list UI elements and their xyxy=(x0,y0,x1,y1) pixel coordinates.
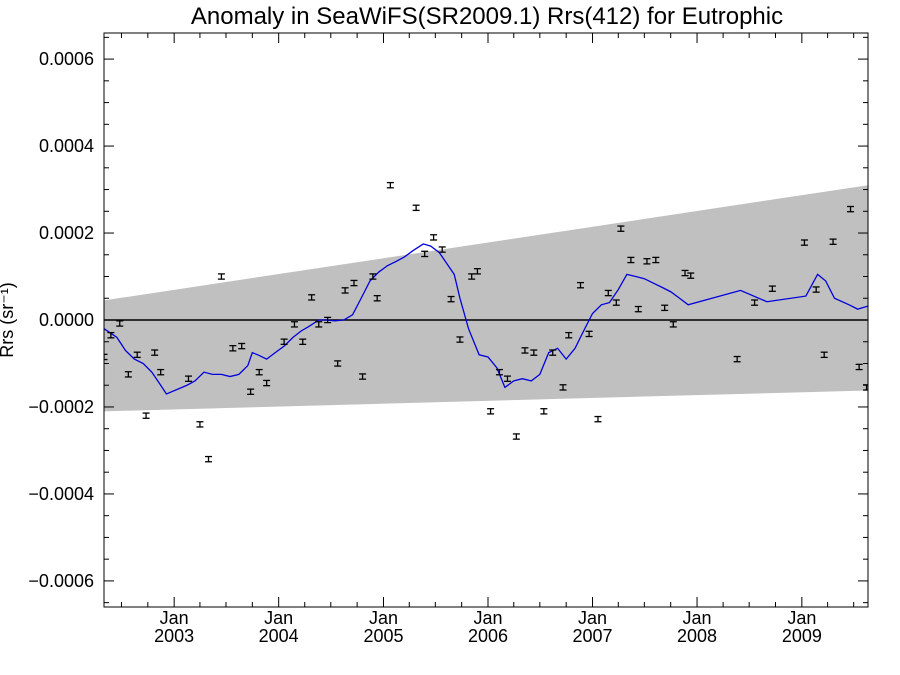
data-point xyxy=(847,205,855,213)
x-tick-label-year: 2008 xyxy=(677,626,717,646)
data-point xyxy=(800,239,808,246)
data-point xyxy=(184,375,192,382)
confidence-band-layer xyxy=(104,185,868,412)
data-point xyxy=(768,285,776,292)
data-point xyxy=(687,272,695,279)
data-point xyxy=(855,363,863,371)
x-tick-label-month: Jan xyxy=(473,608,502,628)
data-point xyxy=(549,349,557,356)
data-point xyxy=(447,295,455,303)
data-point xyxy=(359,373,367,380)
y-tick-label: 0.0006 xyxy=(39,49,94,69)
data-point xyxy=(324,316,332,324)
data-point xyxy=(299,338,307,346)
data-point xyxy=(559,384,567,391)
data-point xyxy=(503,375,511,382)
data-point xyxy=(229,345,237,352)
data-point xyxy=(107,331,115,339)
x-tick-label-year: 2003 xyxy=(154,626,194,646)
data-point xyxy=(751,299,759,306)
x-tick-label-month: Jan xyxy=(683,608,712,628)
data-point xyxy=(473,268,481,275)
chart-title: Anomaly in SeaWiFS(SR2009.1) Rrs(412) fo… xyxy=(191,3,783,30)
data-point xyxy=(438,246,446,253)
data-point xyxy=(263,379,271,387)
data-point xyxy=(585,330,593,338)
data-point xyxy=(456,336,464,343)
data-point xyxy=(604,289,612,297)
data-point xyxy=(487,408,495,415)
data-point xyxy=(612,299,620,306)
data-point xyxy=(681,269,689,277)
data-point xyxy=(495,368,503,376)
y-tick-label: 0.0004 xyxy=(39,136,94,156)
x-tick-label-year: 2009 xyxy=(782,626,822,646)
data-point xyxy=(205,455,213,463)
data-point xyxy=(530,349,538,356)
data-point xyxy=(512,433,520,440)
y-tick-label: 0.0002 xyxy=(39,223,94,243)
y-tick-label: −0.0004 xyxy=(28,484,94,504)
x-tick-label-month: Jan xyxy=(264,608,293,628)
x-tick-label-year: 2007 xyxy=(573,626,613,646)
x-tick-label-month: Jan xyxy=(160,608,189,628)
data-point xyxy=(196,421,204,428)
data-point xyxy=(247,388,255,396)
y-tick-label: 0.0000 xyxy=(39,310,94,330)
data-point xyxy=(412,204,420,212)
data-point xyxy=(540,408,548,415)
data-point xyxy=(521,347,529,354)
data-point xyxy=(643,258,651,265)
axes-layer: −0.0006 −0.0004 −0.0002 0.0000 0.0002 0.0004 0… xyxy=(28,33,868,646)
data-point xyxy=(124,371,132,378)
data-point xyxy=(627,256,635,264)
data-point xyxy=(373,294,381,302)
data-point xyxy=(594,415,602,423)
data-point xyxy=(280,338,288,346)
plot-area xyxy=(104,181,868,463)
x-tick-label-year: 2006 xyxy=(468,626,508,646)
data-point xyxy=(369,273,377,280)
data-point xyxy=(829,238,837,245)
data-point xyxy=(104,353,108,361)
y-tick-label: −0.0006 xyxy=(28,571,94,591)
data-point xyxy=(576,281,584,289)
y-tick-label: −0.0002 xyxy=(28,397,94,417)
data-point xyxy=(421,250,429,258)
data-point xyxy=(133,351,141,359)
data-point xyxy=(386,181,394,189)
data-point xyxy=(334,360,342,367)
data-point xyxy=(142,412,150,419)
x-tick-label-year: 2005 xyxy=(363,626,403,646)
data-point xyxy=(341,287,349,294)
data-point xyxy=(350,279,358,287)
x-tick-label-month: Jan xyxy=(787,608,816,628)
data-point xyxy=(565,331,573,339)
x-tick-label-month: Jan xyxy=(369,608,398,628)
data-point xyxy=(290,321,298,328)
data-point xyxy=(652,256,660,264)
data-point xyxy=(238,342,246,350)
data-point xyxy=(661,304,669,312)
data-point xyxy=(308,294,316,301)
data-point xyxy=(733,355,741,363)
y-axis-title: Rrs (sr⁻¹) xyxy=(0,282,17,357)
data-point xyxy=(255,368,263,376)
data-point xyxy=(617,225,625,232)
x-tick-label-month: Jan xyxy=(578,608,607,628)
errorbar-points-layer xyxy=(104,181,868,463)
data-point xyxy=(151,349,159,356)
data-point xyxy=(634,305,642,313)
data-point xyxy=(430,234,438,241)
x-tick-label-year: 2004 xyxy=(259,626,299,646)
data-point xyxy=(669,321,677,328)
data-point xyxy=(157,368,165,376)
data-point xyxy=(315,321,323,328)
data-point xyxy=(116,320,124,327)
confidence-band xyxy=(104,185,868,412)
data-point xyxy=(812,286,820,293)
data-point xyxy=(217,273,225,280)
data-point xyxy=(820,351,828,359)
